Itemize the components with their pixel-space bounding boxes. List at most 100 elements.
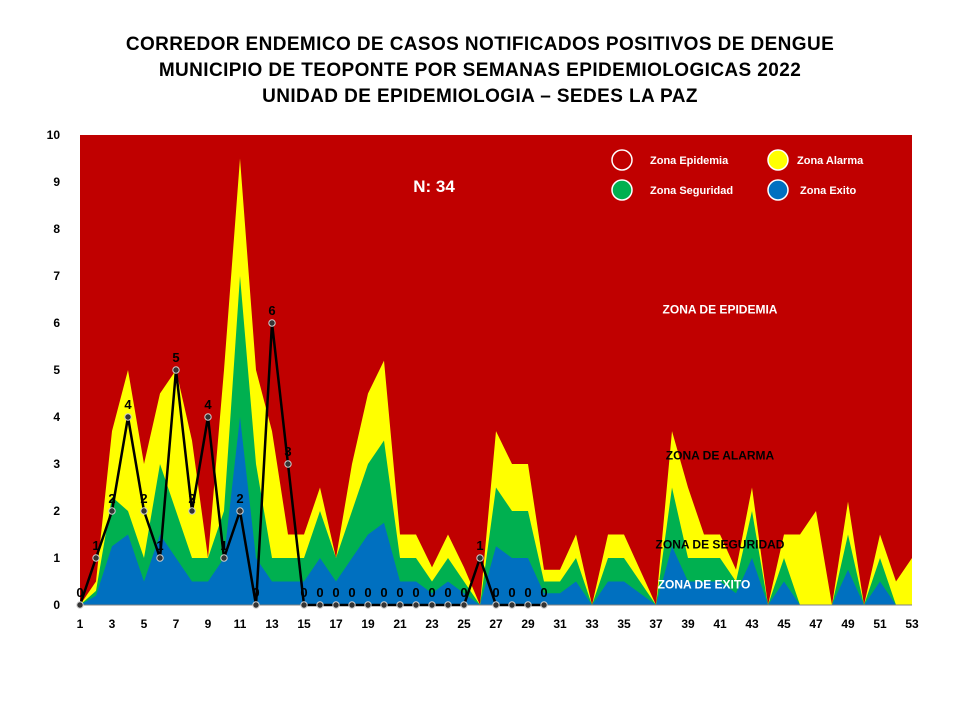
x-tick-label: 7 bbox=[173, 617, 180, 631]
legend-label: Zona Exito bbox=[800, 185, 857, 197]
cases-point bbox=[76, 601, 84, 609]
legend-label: Zona Epidemia bbox=[650, 155, 729, 167]
y-tick-label: 6 bbox=[53, 316, 60, 330]
zone-label: ZONA DE SEGURIDAD bbox=[656, 538, 785, 552]
x-tick-label: 25 bbox=[457, 617, 471, 631]
x-tick-label: 39 bbox=[681, 617, 695, 631]
cases-data-label: 0 bbox=[444, 585, 451, 600]
cases-data-label: 6 bbox=[268, 303, 275, 318]
cases-point bbox=[396, 601, 404, 609]
x-tick-label: 31 bbox=[553, 617, 567, 631]
cases-data-label: 0 bbox=[428, 585, 435, 600]
cases-line bbox=[78, 322, 544, 607]
x-tick-label: 53 bbox=[905, 617, 919, 631]
cases-data-label: 0 bbox=[364, 585, 371, 600]
cases-data-label: 4 bbox=[124, 397, 132, 412]
x-tick-label: 27 bbox=[489, 617, 503, 631]
cases-point bbox=[476, 554, 484, 562]
cases-point bbox=[492, 601, 500, 609]
x-tick-label: 5 bbox=[141, 617, 148, 631]
cases-point bbox=[220, 554, 228, 562]
y-tick-label: 5 bbox=[53, 363, 60, 377]
cases-data-label: 0 bbox=[300, 585, 307, 600]
cases-point bbox=[236, 507, 244, 515]
x-tick-label: 9 bbox=[205, 617, 212, 631]
cases-point bbox=[524, 601, 532, 609]
x-tick-label: 19 bbox=[361, 617, 375, 631]
chart-title: CORREDOR ENDEMICO DE CASOS NOTIFICADOS P… bbox=[0, 32, 960, 110]
cases-point bbox=[108, 507, 116, 515]
cases-data-label: 0 bbox=[508, 585, 515, 600]
cases-point bbox=[364, 601, 372, 609]
cases-data-label: 3 bbox=[284, 444, 291, 459]
cases-data-label: 2 bbox=[108, 491, 115, 506]
legend-swatch bbox=[611, 149, 633, 171]
plot-areas bbox=[80, 135, 912, 605]
cases-point bbox=[412, 601, 420, 609]
cases-data-label: 1 bbox=[92, 538, 99, 553]
cases-point bbox=[444, 601, 452, 609]
zone-labels: ZONA DE EPIDEMIA ZONA DE ALARMA ZONA DE SE… bbox=[656, 303, 785, 592]
cases-point bbox=[204, 413, 212, 421]
x-tick-label: 49 bbox=[841, 617, 855, 631]
cases-data-label: 4 bbox=[204, 397, 212, 412]
cases-point bbox=[508, 601, 516, 609]
cases-data-label: 0 bbox=[348, 585, 355, 600]
y-tick-label: 0 bbox=[53, 598, 60, 612]
cases-point bbox=[284, 460, 292, 468]
x-tick-label: 3 bbox=[109, 617, 116, 631]
legend-swatch bbox=[767, 179, 789, 201]
x-tick-label: 1 bbox=[77, 617, 84, 631]
cases-data-label: 0 bbox=[460, 585, 467, 600]
cases-data-label: 2 bbox=[140, 491, 147, 506]
cases-point bbox=[300, 601, 308, 609]
x-tick-label: 29 bbox=[521, 617, 535, 631]
cases-data-label: 0 bbox=[412, 585, 419, 600]
zone-label: ZONA DE EXITO bbox=[658, 578, 751, 592]
x-tick-label: 17 bbox=[329, 617, 343, 631]
legend-label: Zona Seguridad bbox=[650, 185, 733, 197]
x-tick-label: 11 bbox=[234, 617, 247, 631]
cases-data-label: 5 bbox=[172, 350, 179, 365]
cases-point bbox=[380, 601, 388, 609]
area-zona-epidemia bbox=[80, 135, 912, 605]
x-tick-label: 35 bbox=[617, 617, 631, 631]
cases-point bbox=[92, 554, 100, 562]
y-tick-label: 9 bbox=[53, 175, 60, 189]
cases-point bbox=[172, 366, 180, 374]
cases-point bbox=[156, 554, 164, 562]
cases-data-label: 1 bbox=[476, 538, 483, 553]
legend-swatch bbox=[767, 149, 789, 171]
x-tick-label: 43 bbox=[745, 617, 759, 631]
cases-point bbox=[268, 319, 276, 327]
cases-data-label: 0 bbox=[492, 585, 499, 600]
y-tick-label: 2 bbox=[53, 504, 60, 518]
cases-point bbox=[348, 601, 356, 609]
title-line-1: CORREDOR ENDEMICO DE CASOS NOTIFICADOS P… bbox=[125, 34, 835, 55]
y-tick-label: 1 bbox=[53, 551, 60, 565]
cases-data-label: 1 bbox=[220, 538, 227, 553]
cases-data-label: 0 bbox=[316, 585, 323, 600]
x-tick-label: 15 bbox=[297, 617, 311, 631]
y-tick-label: 3 bbox=[53, 457, 60, 471]
cases-data-label: 0 bbox=[380, 585, 387, 600]
x-tick-label: 47 bbox=[809, 617, 823, 631]
cases-point bbox=[332, 601, 340, 609]
cases-point bbox=[252, 601, 260, 609]
cases-point bbox=[460, 601, 468, 609]
cases-data-label: 2 bbox=[236, 491, 243, 506]
legend-swatch bbox=[611, 179, 633, 201]
legend-label: Zona Alarma bbox=[797, 155, 864, 167]
cases-point bbox=[316, 601, 324, 609]
zone-label: ZONA DE EPIDEMIA bbox=[663, 303, 778, 317]
title-line-3: UNIDAD DE EPIDEMIOLOGIA – SEDES LA PAZ bbox=[262, 86, 698, 107]
y-tick-label: 10 bbox=[47, 128, 61, 142]
cases-data-label: 0 bbox=[396, 585, 403, 600]
cases-point bbox=[188, 507, 196, 515]
cases-point bbox=[140, 507, 148, 515]
x-tick-label: 13 bbox=[265, 617, 279, 631]
x-tick-label: 45 bbox=[777, 617, 791, 631]
legend: Zona Epidemia Zona Alarma Zona Seguridad Zo… bbox=[611, 149, 864, 201]
x-tick-label: 41 bbox=[713, 617, 727, 631]
